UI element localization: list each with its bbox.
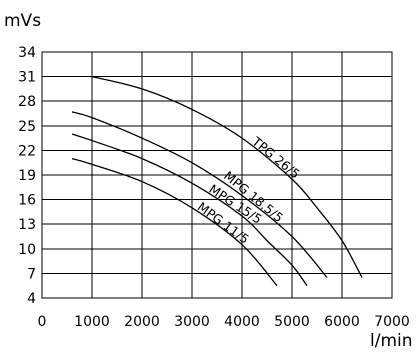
x-tick-labels: 0 1000 2000 3000 4000 5000 6000 7000 [38,314,410,330]
x-tick-label: 0 [38,314,47,330]
plot-frame [41,51,393,299]
y-tick-label: 31 [18,70,36,86]
x-tick-label: 7000 [374,314,410,330]
y-tick-label: 19 [18,168,36,184]
x-tick-label: 3000 [174,314,210,330]
curve-tpg-26-5 [91,75,363,278]
x-tick-label: 5000 [274,314,310,330]
x-tick-label: 6000 [324,314,360,330]
curve-mpg-15-5 [71,133,308,287]
y-tick-label: 22 [18,143,36,159]
y-tick-label: 7 [27,266,36,282]
grid [42,52,392,298]
y-tick-label: 34 [18,45,36,61]
y-tick-label: 25 [18,119,36,135]
curve-mpg-18-5-5 [71,111,328,278]
y-tick-label: 13 [18,217,36,233]
y-axis-unit-label: mVs [4,11,41,31]
y-tick-label: 4 [27,291,36,307]
x-axis-unit-label: l/min [370,331,413,351]
y-tick-label: 16 [18,193,36,209]
curve-mpg-11-5 [71,157,278,287]
x-tick-label: 2000 [124,314,160,330]
y-tick-labels: 4 7 10 13 16 19 22 25 28 31 34 [18,45,36,307]
y-tick-label: 28 [18,94,36,110]
curve-label-tpg-26-5: TPG 26/5 [249,133,303,181]
y-tick-label: 10 [18,242,36,258]
x-tick-label: 4000 [224,314,260,330]
x-tick-label: 1000 [74,314,110,330]
